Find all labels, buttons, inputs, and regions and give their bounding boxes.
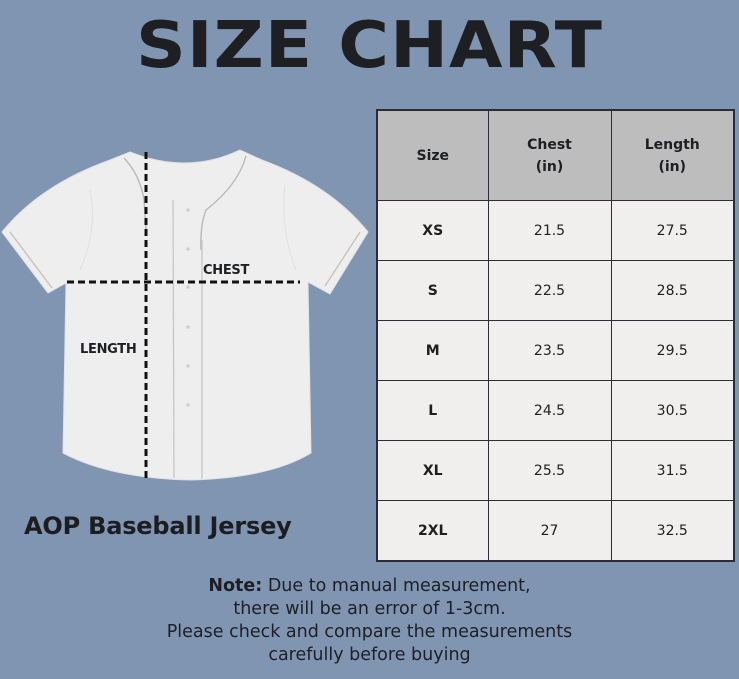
jersey-diagram	[1, 149, 369, 481]
size-cell: 2XL	[376, 500, 489, 562]
chest-cell: 25.5	[487, 440, 612, 501]
size-cell: M	[376, 320, 489, 381]
size-cell: XL	[376, 440, 489, 501]
size-cell: XS	[376, 200, 489, 261]
size-cell: L	[376, 380, 489, 441]
length-label: LENGTH	[80, 342, 137, 357]
chest-cell: 24.5	[487, 380, 612, 441]
table-row: S 22.5 28.5	[376, 260, 735, 321]
length-cell: 27.5	[610, 200, 735, 261]
page-title: SIZE CHART	[135, 9, 604, 83]
length-cell: 30.5	[610, 380, 735, 441]
table-row: M 23.5 29.5	[376, 320, 735, 381]
header-length: Length (in)	[610, 109, 735, 201]
length-cell: 31.5	[610, 440, 735, 501]
table-row: XS 21.5 27.5	[376, 200, 735, 261]
table-row: L 24.5 30.5	[376, 380, 735, 441]
table-header-row: Size Chest (in) Length (in)	[376, 109, 735, 201]
chest-cell: 23.5	[487, 320, 612, 381]
size-table: Size Chest (in) Length (in) XS 21.5 27.5 S…	[376, 109, 735, 562]
note-label: Note:	[208, 576, 263, 596]
jersey-icon	[1, 149, 369, 481]
size-cell: S	[376, 260, 489, 321]
table-row: 2XL 27 32.5	[376, 500, 735, 562]
chest-label: CHEST	[203, 263, 250, 278]
measurement-note: Note: Due to manual measurement, there w…	[166, 576, 573, 665]
chest-cell: 27	[487, 500, 612, 562]
chest-cell: 22.5	[487, 260, 612, 321]
length-cell: 28.5	[610, 260, 735, 321]
chest-cell: 21.5	[487, 200, 612, 261]
header-chest: Chest (in)	[487, 109, 612, 201]
table-row: XL 25.5 31.5	[376, 440, 735, 501]
length-cell: 29.5	[610, 320, 735, 381]
product-name: AOP Baseball Jersey	[24, 512, 292, 540]
header-size: Size	[376, 109, 489, 201]
length-cell: 32.5	[610, 500, 735, 562]
